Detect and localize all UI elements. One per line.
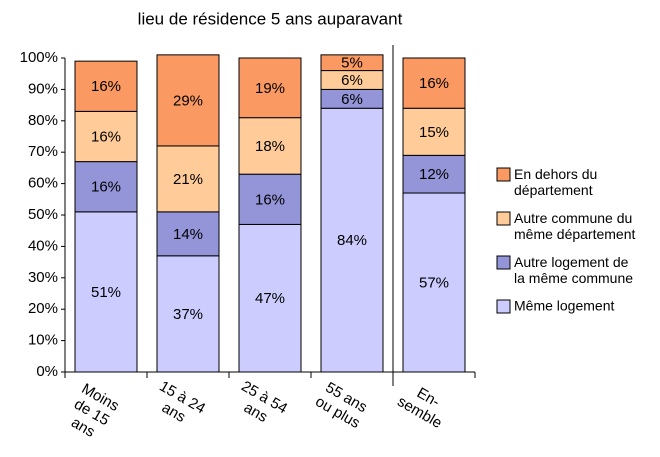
bar-segment [320, 107, 384, 373]
bar-segment [74, 110, 138, 163]
y-tick-label: 80% [28, 112, 58, 129]
x-tick-label: 15 à 24ans [148, 378, 208, 433]
value-label: 6% [341, 72, 363, 89]
value-label: 57% [419, 274, 449, 291]
legend-label: En dehors du département [514, 166, 597, 198]
legend-swatch [496, 211, 511, 226]
y-tick-label: 90% [28, 80, 58, 97]
legend-label: Autre commune du même département [514, 210, 636, 242]
bar-segment [402, 154, 466, 194]
y-tick-label: 50% [28, 206, 58, 223]
value-label: 51% [91, 284, 121, 301]
value-label: 5% [341, 55, 363, 72]
value-label: 18% [255, 138, 285, 155]
x-tick-label: 25 à 54ans [230, 378, 290, 433]
legend-swatch [496, 167, 511, 182]
legend-label: Même logement [514, 298, 614, 314]
bar-segment [238, 117, 302, 175]
value-label: 21% [173, 171, 203, 188]
y-tick-label: 10% [28, 332, 58, 349]
bar-segment [74, 161, 138, 213]
value-label: 84% [337, 232, 367, 249]
x-tick-label: 55 ansou plus [312, 378, 371, 432]
value-label: 16% [91, 78, 121, 95]
bar-segment [320, 54, 384, 72]
value-label: 37% [173, 306, 203, 323]
y-tick-label: 70% [28, 143, 58, 160]
bar-segment [74, 60, 138, 112]
y-tick-label: 100% [20, 49, 58, 66]
bar-segment [238, 223, 302, 373]
bar-segment [156, 255, 220, 373]
x-tick-label: Moinsde 15ans [61, 380, 121, 445]
value-label: 15% [419, 124, 449, 141]
value-label: 16% [91, 128, 121, 145]
x-tick-label: En-semble [394, 378, 453, 432]
value-label: 29% [173, 92, 203, 109]
legend-label: Autre logement de la même commune [514, 254, 633, 286]
value-label: 16% [419, 75, 449, 92]
legend-swatch [496, 255, 511, 270]
value-label: 6% [341, 91, 363, 108]
bar-segment [238, 173, 302, 225]
y-tick-label: 0% [36, 363, 58, 380]
chart-title: lieu de résidence 5 ans auparavant [138, 9, 403, 28]
value-label: 16% [91, 179, 121, 196]
y-tick-label: 30% [28, 269, 58, 286]
value-label: 12% [419, 166, 449, 183]
value-label: 16% [255, 191, 285, 208]
value-label: 19% [255, 80, 285, 97]
bar-segment [74, 211, 138, 373]
bar-segment [402, 57, 466, 109]
y-tick-label: 40% [28, 237, 58, 254]
y-tick-label: 60% [28, 175, 58, 192]
bar-segment [156, 54, 220, 147]
value-label: 14% [173, 226, 203, 243]
legend-swatch [496, 299, 511, 314]
value-label: 47% [255, 290, 285, 307]
bar-segment [402, 192, 466, 373]
bar-segment [238, 57, 302, 119]
y-tick-label: 20% [28, 300, 58, 317]
